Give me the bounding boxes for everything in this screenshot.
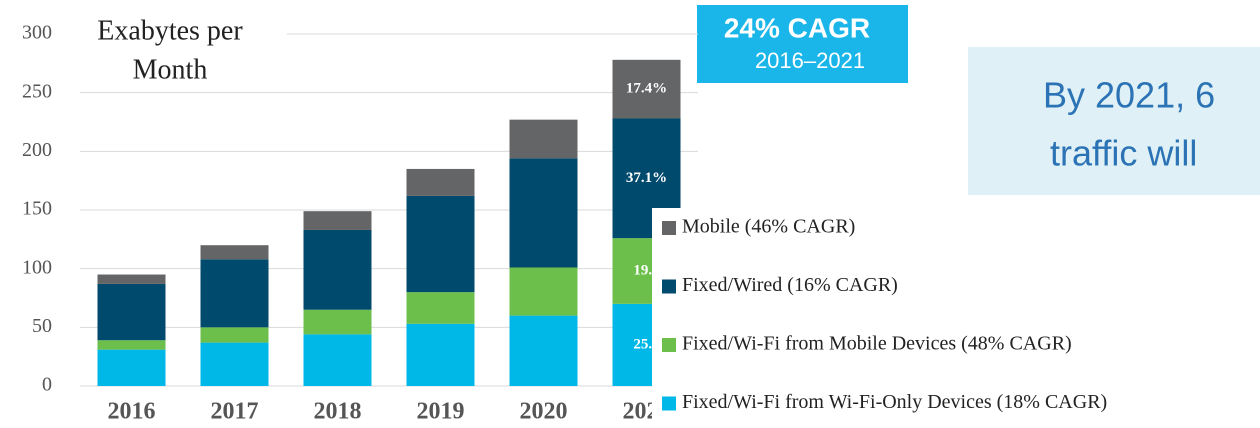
y-axis-title: Month [133, 54, 208, 85]
bar-segment [97, 274, 166, 284]
bar-segment [97, 349, 166, 386]
bar-segment [509, 267, 578, 316]
legend-box [652, 208, 1260, 428]
annotation: 37.1% [626, 170, 667, 186]
bar-segment [406, 168, 475, 196]
legend-label: Fixed/Wi-Fi from Wi-Fi-Only Devices (18%… [682, 391, 1107, 413]
x-tick-label: 2017 [211, 399, 259, 425]
bar-segment [406, 195, 475, 293]
callout-title: 24% CAGR [724, 12, 870, 43]
cagr-callout [697, 5, 908, 83]
bar-segment [406, 292, 475, 324]
bar-segment [303, 334, 372, 386]
legend-swatch [662, 221, 676, 235]
y-tick-label: 50 [32, 315, 52, 337]
x-tick-label: 2019 [417, 399, 465, 425]
x-tick-label: 2020 [520, 399, 568, 425]
bar-segment [509, 315, 578, 386]
bar-segment [200, 327, 269, 343]
y-tick-label: 0 [42, 374, 52, 396]
y-axis-title: Exabytes per [97, 15, 243, 46]
bar-segment [303, 309, 372, 335]
side-panel [968, 47, 1260, 195]
bar-segment [97, 340, 166, 350]
bar-segment [406, 323, 475, 386]
side-text: traffic will [1050, 133, 1197, 174]
bar-segment [509, 119, 578, 159]
legend-swatch [662, 396, 676, 411]
y-tick-label: 300 [22, 22, 52, 44]
bar-segment [200, 259, 269, 328]
y-tick-label: 200 [22, 139, 52, 161]
x-tick-label: 2016 [108, 399, 156, 425]
x-tick-label: 2018 [314, 399, 362, 425]
axis-title-bg [62, 16, 287, 92]
bar-segment [200, 342, 269, 386]
y-tick-label: 100 [22, 256, 52, 278]
annotation: 17.4% [626, 81, 667, 97]
bar-segment [303, 229, 372, 310]
legend-swatch [662, 338, 676, 352]
y-tick-label: 250 [22, 80, 52, 102]
side-text: By 2021, 6 [1043, 75, 1215, 116]
bar-segment [509, 158, 578, 268]
callout-subtitle: 2016–2021 [755, 48, 865, 73]
legend-label: Fixed/Wi-Fi from Mobile Devices (48% CAG… [682, 333, 1072, 355]
bar-segment [612, 59, 681, 119]
legend-label: Fixed/Wired (16% CAGR) [682, 274, 898, 296]
legend-label: Mobile (46% CAGR) [682, 216, 855, 238]
y-tick-label: 150 [22, 198, 52, 220]
bar-segment [97, 283, 166, 341]
legend-swatch [662, 279, 676, 294]
bar-segment [200, 245, 269, 260]
bar-segment [303, 211, 372, 230]
